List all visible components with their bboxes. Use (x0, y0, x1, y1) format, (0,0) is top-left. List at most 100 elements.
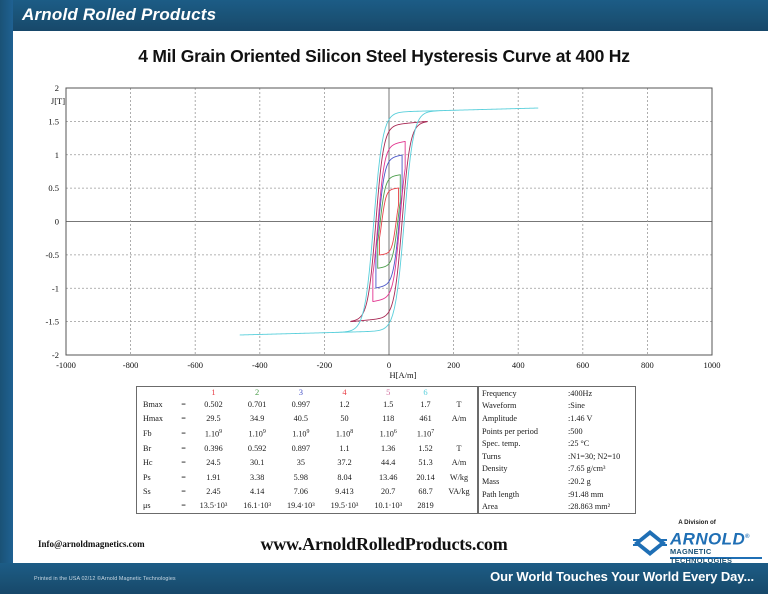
param-row: Density:7.65 g/cm³ (479, 463, 635, 476)
data-cell: 13.5·10³ (199, 501, 228, 511)
logo-wordmark: ARNOLD® (670, 529, 750, 549)
param-name: Amplitude (482, 413, 518, 423)
row-equals: = (181, 472, 186, 482)
row-equals: = (181, 458, 186, 468)
data-cell: 0.592 (247, 443, 267, 453)
row-label: Ps (143, 472, 151, 482)
data-cell: 1.2 (339, 399, 350, 409)
logo-tagline: MAGNETIC TECHNOLOGIES (670, 547, 733, 565)
svg-text:-1.5: -1.5 (46, 317, 59, 327)
data-cell: 0.396 (204, 443, 223, 453)
param-row: Points per period:500 (479, 425, 635, 438)
svg-text:1: 1 (55, 150, 59, 160)
row-label: Bmax (143, 399, 163, 409)
chart-x-tick-labels: -1000 -800 -600 -400 -200 0 200 400 600 800 1000 (56, 360, 720, 370)
svg-text:-1: -1 (52, 283, 59, 293)
row-label: μs (143, 501, 151, 511)
data-cell: 68.7 (418, 486, 433, 496)
table-row: Hmax = 29.5 34.9 40.5 50 118 461 A/m (137, 411, 477, 425)
param-row: Spec. temp.:25 °C (479, 437, 635, 450)
param-value: :N1=30; N2=10 (568, 451, 621, 461)
row-equals: = (181, 501, 186, 511)
row-label: Hmax (143, 414, 164, 424)
test-parameters-table: Frequency :400Hz Waveform:Sine Amplitude :1.… (478, 386, 636, 514)
data-cell: 1.106 (379, 428, 397, 439)
data-cell: 0.997 (291, 399, 311, 409)
data-cell: 7.06 (293, 486, 308, 496)
column-number-1: 1 (211, 387, 216, 397)
param-row: Waveform:Sine (479, 400, 635, 413)
data-cell: 0.701 (247, 399, 267, 409)
data-cell: 20.14 (416, 472, 435, 482)
param-name: Turns (482, 451, 501, 461)
param-value: :91.48 mm (568, 489, 604, 499)
svg-text:400: 400 (512, 360, 525, 370)
svg-text:-0.5: -0.5 (46, 250, 59, 260)
footer-website[interactable]: www.ArnoldRolledProducts.com (260, 534, 508, 554)
svg-text:800: 800 (641, 360, 654, 370)
data-cell: 2.45 (206, 486, 221, 496)
row-equals: = (181, 428, 186, 438)
data-cell: 1.109 (204, 428, 223, 439)
page-header (0, 0, 768, 31)
row-label: Hc (143, 458, 153, 468)
data-cell: 1.108 (335, 428, 354, 439)
param-row: Frequency :400Hz (479, 387, 635, 400)
svg-text:600: 600 (576, 360, 589, 370)
hysteresis-loop-5 (350, 120, 428, 323)
tables-region: 1 2 3 4 5 6 Bmax = 0.502 0.701 0.997 1.2 1.5 1.… (136, 386, 636, 514)
data-cell: 1.91 (206, 472, 221, 482)
param-row: Path length :91.48 mm (479, 488, 635, 501)
hysteresis-loop-2 (377, 174, 401, 269)
data-cell: 2819 (417, 501, 434, 511)
chart-y-tick-labels: 2 1.5 1 0.5 0 -0.5 -1 -1.5 -2 (46, 83, 59, 360)
data-cell: 3.38 (249, 472, 265, 482)
table-header-row: 1 2 3 4 5 6 (137, 387, 477, 397)
chart-title: 4 Mil Grain Oriented Silicon Steel Hyste… (138, 46, 630, 66)
data-cell: 19.4·10³ (286, 501, 315, 511)
row-label: Ss (143, 486, 151, 496)
unit-cell (441, 499, 477, 513)
svg-text:200: 200 (447, 360, 460, 370)
param-name: Area (482, 502, 498, 512)
param-value: :400Hz (568, 388, 593, 398)
footer-band (0, 563, 768, 594)
logo-division-text: A Division of (678, 519, 716, 526)
svg-text:1000: 1000 (704, 360, 721, 370)
header-spacer (137, 387, 176, 397)
param-value: :28.863 mm² (568, 502, 611, 512)
param-name: Frequency (482, 388, 517, 398)
chart-plot-frame (65, 87, 713, 356)
table-row: Hc = 24.5 30.1 35 37.2 44.4 51.3 A/m (137, 456, 477, 470)
param-value: :7.65 g/cm³ (568, 464, 606, 474)
footer-email[interactable]: Info@arnoldmagnetics.com (38, 539, 145, 549)
data-cell: 44.4 (381, 458, 396, 468)
data-cell: 9.413 (335, 486, 354, 496)
data-cell: 30.1 (249, 458, 265, 468)
param-value: :1.46 V (568, 413, 593, 423)
hysteresis-loop-1 (379, 187, 399, 256)
unit-cell: A/m (451, 414, 467, 424)
data-cell: 35 (296, 458, 305, 468)
measurement-table-body: Bmax = 0.502 0.701 0.997 1.2 1.5 1.7 T Hmax = 29.5 3… (137, 397, 477, 513)
svg-text:-2: -2 (52, 350, 59, 360)
param-name: Path length (482, 489, 520, 499)
row-equals: = (181, 486, 186, 496)
param-value: :Sine (568, 401, 585, 411)
data-cell: 0.502 (204, 399, 223, 409)
data-cell: 8.04 (337, 472, 352, 482)
data-cell: 37.2 (337, 458, 352, 468)
param-name: Spec. temp. (482, 439, 521, 449)
chart-y-axis-label: J[T] (51, 96, 65, 106)
svg-text:0: 0 (387, 360, 391, 370)
unit-cell: T (456, 443, 462, 453)
unit-cell: T (456, 399, 462, 409)
svg-text:0.5: 0.5 (48, 183, 59, 193)
data-cell: 1.5 (383, 399, 394, 409)
left-accent-bar (0, 0, 13, 594)
data-cell: 16.1·10³ (243, 501, 271, 511)
data-cell: 4.14 (249, 486, 265, 496)
svg-text:-1000: -1000 (56, 360, 76, 370)
chart-curves (239, 107, 539, 336)
